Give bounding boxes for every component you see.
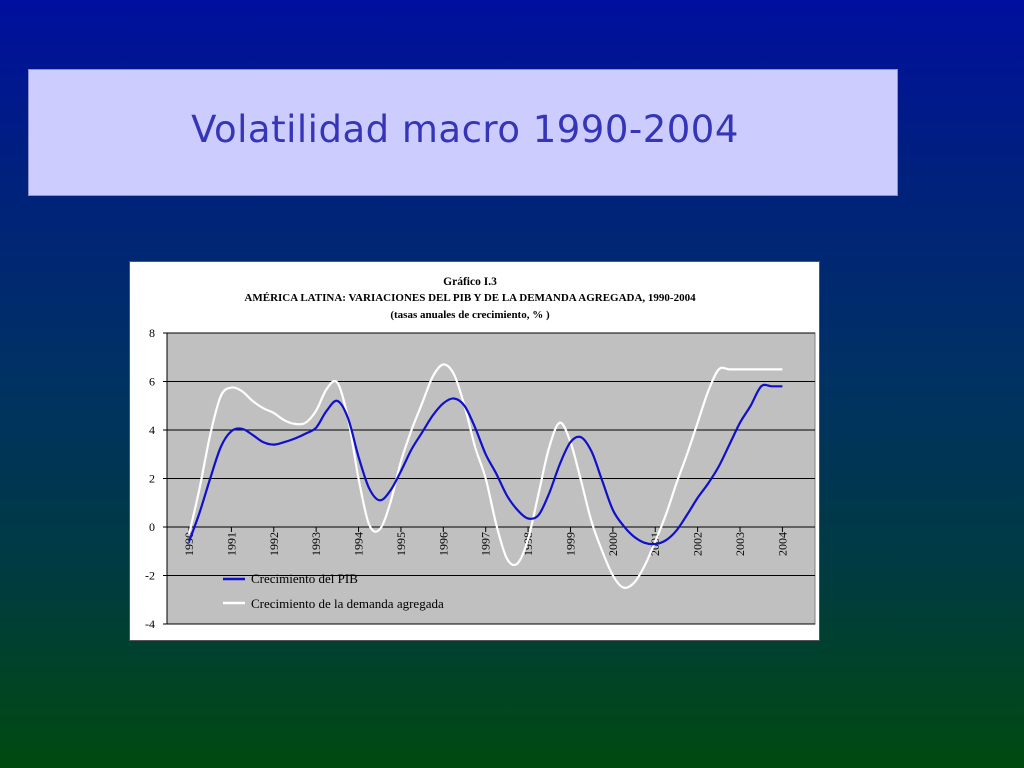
line-chart: Gráfico I.3 AMÉRICA LATINA: VARIACIONES … — [145, 276, 816, 631]
series-line-demanda — [187, 363, 783, 589]
legend-label-demanda: Crecimiento de la demanda agregada — [251, 596, 444, 611]
x-tick-label: 1991 — [224, 532, 238, 556]
y-tick-label: 4 — [149, 423, 155, 437]
chart-note: (tasas anuales de crecimiento, % ) — [390, 309, 550, 321]
series-line-pib — [187, 383, 783, 546]
y-tick-label: -4 — [145, 617, 155, 631]
y-tick-label: 2 — [149, 472, 155, 486]
chart-title: Gráfico I.3 — [443, 276, 497, 288]
x-tick-label: 2003 — [733, 532, 747, 556]
slide-title: Volatilidad macro 1990-2004 — [191, 108, 739, 151]
x-tick-label: 1992 — [267, 532, 281, 556]
y-tick-label: 6 — [149, 375, 155, 389]
x-tick-label: 1996 — [436, 532, 450, 556]
chart-panel: Gráfico I.3 AMÉRICA LATINA: VARIACIONES … — [129, 261, 820, 641]
x-tick-label: 1990 — [182, 532, 196, 556]
x-tick-label: 2004 — [775, 532, 789, 556]
y-tick-label: 0 — [149, 520, 155, 534]
legend-label-pib: Crecimiento del PIB — [251, 571, 358, 586]
x-tick-label: 2002 — [691, 532, 705, 556]
series-lines — [187, 363, 783, 589]
x-tick-label: 1997 — [479, 532, 493, 556]
y-tick-label: 8 — [149, 326, 155, 340]
legend: Crecimiento del PIB Crecimiento de la de… — [223, 571, 444, 611]
x-axis: 1990 1991 1992 1993 1994 1995 1996 1997 1998 1999… — [166, 333, 815, 624]
gridlines — [163, 332, 815, 625]
x-tick-label: 1993 — [309, 532, 323, 556]
y-tick-label: -2 — [145, 569, 155, 583]
x-tick-label: 1995 — [394, 532, 408, 556]
slide-title-box: Volatilidad macro 1990-2004 — [28, 69, 898, 196]
x-tick-label: 2000 — [606, 532, 620, 556]
chart-subtitle: AMÉRICA LATINA: VARIACIONES DEL PIB Y DE… — [244, 292, 696, 304]
x-tick-label: 1999 — [563, 532, 577, 556]
y-axis-tick-labels: 8 6 4 2 0 -2 -4 — [145, 326, 155, 631]
x-tick-label: 1994 — [352, 532, 366, 556]
